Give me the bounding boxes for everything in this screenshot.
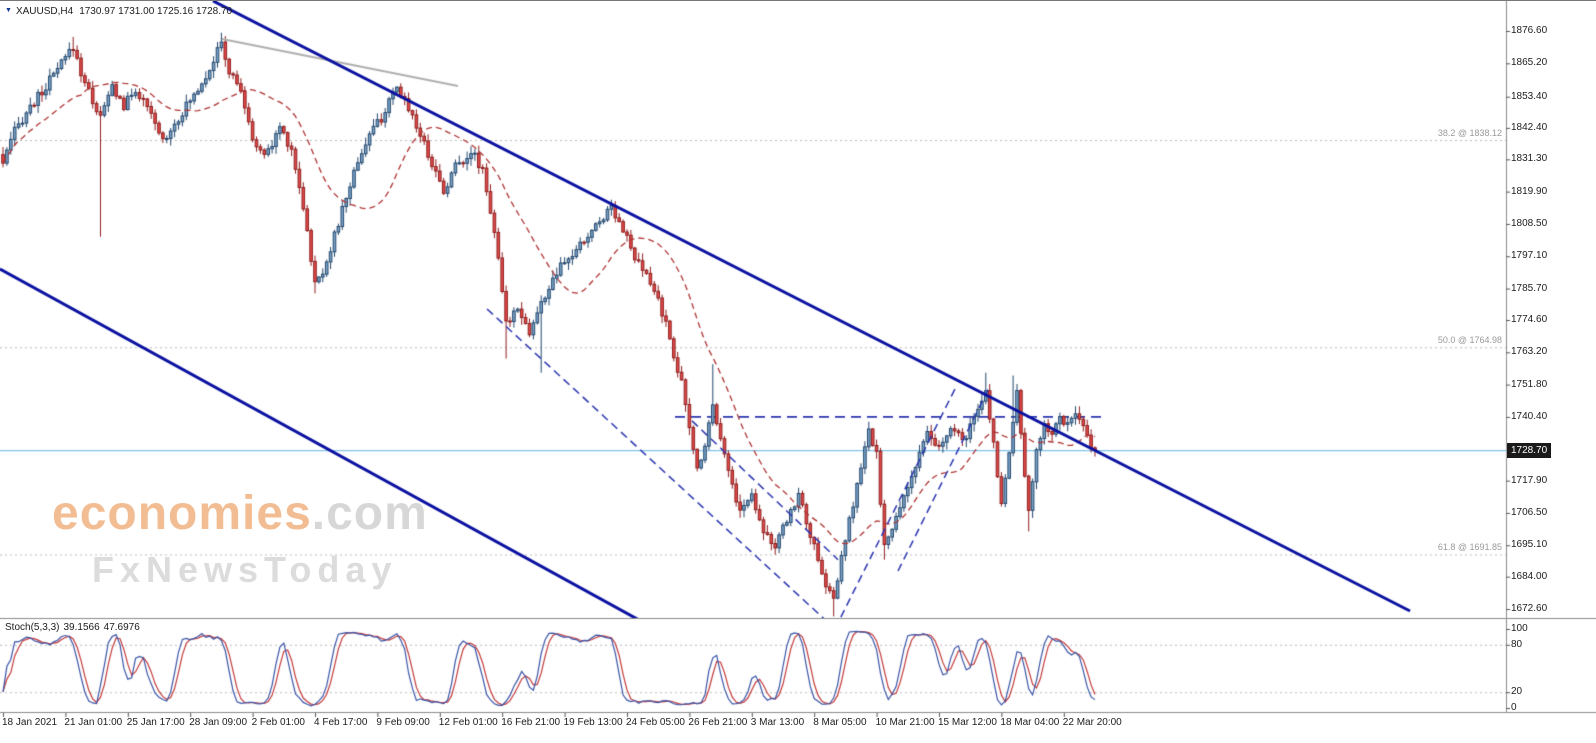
price-axis-label: 1684.00 [1511, 570, 1548, 582]
price-axis-label: 1717.90 [1511, 474, 1548, 486]
price-axis-label: 1797.10 [1511, 250, 1548, 262]
price-axis-label: 1706.50 [1511, 506, 1548, 518]
time-axis-label: 21 Jan 01:00 [64, 717, 123, 728]
time-axis-label: 24 Feb 05:00 [626, 717, 685, 728]
fib-level-label: 61.8 @ 1691.85 [1437, 542, 1502, 553]
price-axis-label: 1853.40 [1511, 90, 1548, 102]
price-axis-label: 1763.20 [1511, 346, 1548, 358]
price-axis-label: 1831.30 [1511, 153, 1548, 165]
price-axis-label: 1842.40 [1511, 121, 1548, 133]
time-axis-label: 15 Mar 12:00 [938, 717, 997, 728]
current-price-tag: 1728.70 [1507, 442, 1552, 458]
fib-level-label: 38.2 @ 1838.12 [1437, 128, 1502, 139]
chart-title: ▼ XAUUSD,H4 1730.97 1731.00 1725.16 1728.7… [5, 6, 232, 17]
fib-level-label: 50.0 @ 1764.98 [1437, 335, 1502, 346]
watermark-tagline: FxNewsToday [92, 549, 398, 591]
stoch-name: Stoch(5,3,3) [5, 622, 60, 633]
time-axis-label: 4 Feb 17:00 [314, 717, 368, 728]
ohlc-values: 1730.97 1731.00 1725.16 1728.70 [79, 6, 233, 17]
price-axis-label: 1819.90 [1511, 185, 1548, 197]
price-axis-label: 1740.40 [1511, 410, 1548, 422]
stoch-axis-label: 20 [1511, 686, 1523, 698]
watermark-brand-suffix: .com [311, 487, 428, 540]
stoch-axis-label: 80 [1511, 638, 1523, 650]
price-axis-label: 1695.10 [1511, 539, 1548, 551]
stoch-value-k: 39.1566 [63, 622, 100, 633]
time-axis-label: 26 Feb 21:00 [688, 717, 748, 728]
symbol-label: XAUUSD,H4 [15, 6, 74, 17]
price-axis-label: 1774.60 [1511, 314, 1548, 325]
price-axis-label: 1808.50 [1511, 217, 1548, 229]
time-axis-label: 2 Feb 01:00 [251, 717, 305, 728]
watermark-line1: economies.com [52, 487, 428, 540]
stoch-indicator-label: Stoch(5,3,3) 39.1566 47.6976 [5, 622, 144, 633]
price-axis-label: 1751.80 [1511, 378, 1548, 390]
time-axis-label: 19 Feb 13:00 [563, 717, 623, 728]
time-axis-label: 8 Mar 05:00 [813, 717, 867, 728]
time-axis-label: 18 Jan 2021 [2, 717, 58, 728]
time-axis-label: 3 Mar 13:00 [750, 717, 805, 728]
time-axis-label: 9 Feb 09:00 [376, 717, 430, 728]
watermark-brand: economies [52, 487, 312, 540]
symbol-marker-icon: ▼ [5, 7, 12, 14]
time-axis-label: 22 Mar 20:00 [1062, 717, 1122, 728]
current-price-value: 1728.70 [1511, 444, 1548, 456]
stoch-axis-label: 0 [1511, 702, 1517, 713]
price-axis-label: 1672.60 [1511, 603, 1548, 614]
watermark: economies.com FxNewsToday [52, 487, 428, 591]
stoch-axis-label: 100 [1511, 623, 1528, 634]
time-axis-label: 12 Feb 01:00 [438, 717, 498, 728]
time-axis-label: 28 Jan 09:00 [189, 717, 248, 728]
stoch-value-d: 47.6976 [103, 622, 140, 633]
price-axis-label: 1876.60 [1511, 25, 1548, 36]
time-axis-label: 25 Jan 17:00 [126, 717, 185, 728]
price-axis-label: 1785.70 [1511, 282, 1548, 294]
time-axis-label: 16 Feb 21:00 [501, 717, 561, 728]
price-axis-label: 1865.20 [1511, 57, 1548, 69]
time-axis-label: 10 Mar 21:00 [875, 717, 935, 728]
time-axis-label: 18 Mar 04:00 [1000, 717, 1060, 728]
